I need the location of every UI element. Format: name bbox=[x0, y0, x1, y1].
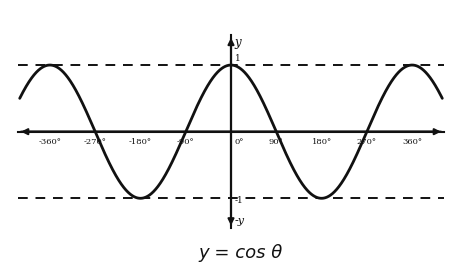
Text: -1: -1 bbox=[235, 196, 244, 205]
Text: -360°: -360° bbox=[38, 138, 61, 146]
Text: 360°: 360° bbox=[402, 138, 422, 146]
Text: 90°: 90° bbox=[269, 138, 284, 146]
Text: 1: 1 bbox=[235, 54, 241, 63]
Text: 180°: 180° bbox=[311, 138, 332, 146]
Text: 270°: 270° bbox=[357, 138, 377, 146]
Text: 0°: 0° bbox=[234, 138, 243, 146]
Text: y = cos θ: y = cos θ bbox=[199, 244, 283, 262]
Text: -270°: -270° bbox=[84, 138, 107, 146]
Text: y: y bbox=[234, 36, 241, 49]
Text: -y: -y bbox=[234, 216, 244, 226]
Text: -180°: -180° bbox=[129, 138, 152, 146]
Text: -90°: -90° bbox=[177, 138, 195, 146]
